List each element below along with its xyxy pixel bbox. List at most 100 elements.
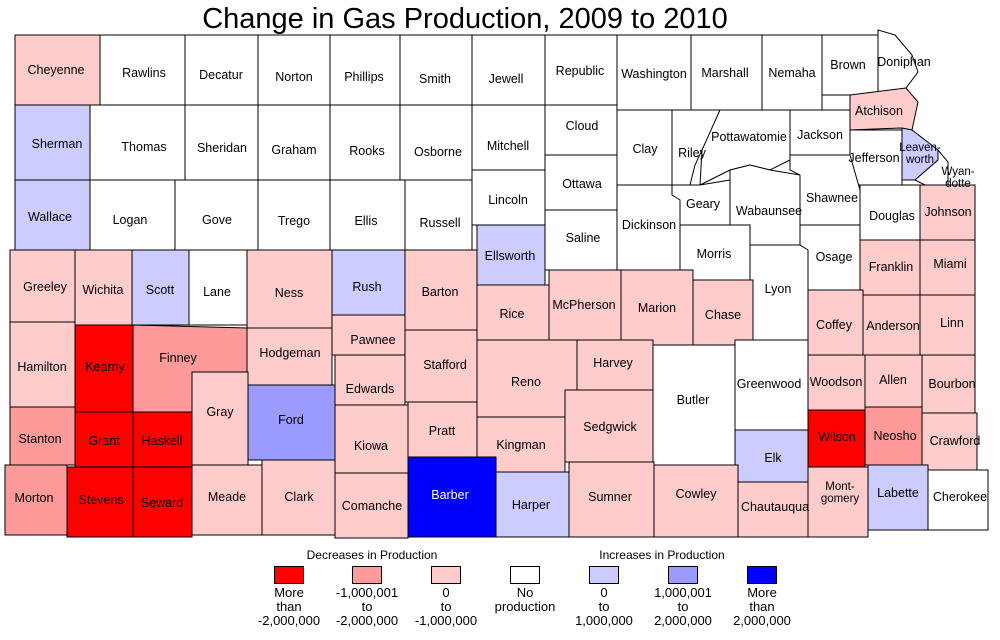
county-label-wyan-dotte: Wyan-dotte [941, 166, 974, 190]
county-label-russell: Russell [420, 216, 461, 230]
county-label-jefferson: Jefferson [848, 151, 899, 165]
county-label-sherman: Sherman [32, 137, 83, 151]
county-label-cowley: Cowley [676, 487, 718, 501]
county-label-wabaunsee: Wabaunsee [736, 204, 802, 218]
page-title: Change in Gas Production, 2009 to 2010 [202, 3, 728, 35]
county-label-morris: Morris [697, 247, 732, 261]
county-label-cheyenne: Cheyenne [28, 63, 85, 77]
county-label-edwards: Edwards [346, 382, 395, 396]
legend-item-none: No production [484, 566, 566, 614]
county-label-osborne: Osborne [414, 145, 462, 159]
legend-label: -1,000,001 to -2,000,000 [335, 585, 399, 628]
county-label-mitchell: Mitchell [487, 139, 529, 153]
county-label-graham: Graham [271, 143, 316, 157]
legend-item-dec-1m-2m: -1,000,001 to -2,000,000 [326, 566, 408, 628]
county-label-rooks: Rooks [349, 144, 384, 158]
county-label-rush: Rush [352, 280, 381, 294]
county-cowley [653, 464, 739, 538]
county-label-gove: Gove [202, 213, 232, 227]
county-label-lane: Lane [203, 285, 231, 299]
legend-swatch [510, 566, 540, 584]
county-label-jewell: Jewell [489, 72, 524, 86]
county-label-crawford: Crawford [930, 434, 981, 448]
legend-label: 1,000,001 to 2,000,000 [654, 585, 712, 628]
legend-label: 0 to -1,000,000 [414, 585, 478, 628]
county-label-stevens: Stevens [78, 493, 123, 507]
county-label-norton: Norton [275, 70, 313, 84]
legend-decreases-heading: Decreases in Production [306, 548, 438, 562]
county-label-woodson: Woodson [810, 375, 863, 389]
county-label-wichita: Wichita [83, 283, 124, 297]
county-cherokee [927, 469, 989, 531]
county-label-clark: Clark [284, 490, 314, 504]
county-label-anderson: Anderson [866, 319, 920, 333]
legend-swatch [668, 566, 698, 584]
county-label-bourbon: Bourbon [928, 377, 975, 391]
legend-swatch [352, 566, 382, 584]
county-label-cloud: Cloud [566, 119, 599, 133]
county-osborne [399, 104, 473, 181]
county-label-shawnee: Shawnee [806, 191, 858, 205]
county-label-leaven-worth: Leaven-worth [899, 142, 941, 166]
county-label-washington: Washington [621, 67, 687, 81]
county-label-pawnee: Pawnee [350, 333, 395, 347]
county-label-ottawa: Ottawa [562, 177, 602, 191]
county-label-harvey: Harvey [593, 356, 633, 370]
county-label-pratt: Pratt [429, 424, 456, 438]
county-label-harper: Harper [512, 498, 550, 512]
county-label-comanche: Comanche [342, 499, 402, 513]
county-label-kiowa: Kiowa [354, 439, 388, 453]
county-label-grant: Grant [88, 434, 120, 448]
county-mont-gomery [807, 466, 869, 538]
county-label-haskell: Haskell [142, 434, 183, 448]
county-label-hamilton: Hamilton [17, 360, 66, 374]
county-label-labette: Labette [877, 486, 919, 500]
legend-label: More than -2,000,000 [257, 585, 321, 628]
county-label-brown: Brown [830, 58, 865, 72]
county-label-ness: Ness [275, 286, 303, 300]
county-label-decatur: Decatur [199, 68, 243, 82]
county-label-wallace: Wallace [28, 210, 72, 224]
county-label-stanton: Stanton [18, 432, 61, 446]
legend-item-inc-more-2m: More than 2,000,000 [721, 566, 803, 628]
county-label-sedgwick: Sedgwick [583, 420, 637, 434]
legend-item-inc-1m-2m: 1,000,001 to 2,000,000 [642, 566, 724, 628]
county-label-butler: Butler [677, 393, 710, 407]
county-label-ellsworth: Ellsworth [485, 249, 536, 263]
county-label-stafford: Stafford [423, 358, 467, 372]
county-label-ford: Ford [278, 413, 304, 427]
county-label-geary: Geary [686, 197, 721, 211]
county-label-doniphan: Doniphan [877, 55, 931, 69]
county-label-barton: Barton [422, 285, 459, 299]
county-label-atchison: Atchison [855, 104, 903, 118]
county-label-meade: Meade [208, 490, 246, 504]
county-label-elk: Elk [764, 451, 782, 465]
county-label-reno: Reno [511, 375, 541, 389]
legend-item-dec-0-1m: 0 to -1,000,000 [405, 566, 487, 628]
county-label-sumner: Sumner [588, 490, 632, 504]
county-label-marshall: Marshall [701, 66, 748, 80]
county-label-dickinson: Dickinson [622, 218, 676, 232]
county-label-miami: Miami [933, 257, 966, 271]
county-jewell [471, 34, 546, 106]
county-label-phillips: Phillips [344, 70, 384, 84]
county-label-rawlins: Rawlins [122, 66, 166, 80]
county-label-logan: Logan [113, 213, 148, 227]
county-label-thomas: Thomas [121, 140, 166, 154]
county-label-gray: Gray [206, 405, 234, 419]
county-label-mont-gomery: Mont-gomery [821, 481, 860, 505]
county-label-seward: Seward [141, 496, 183, 510]
county-label-lincoln: Lincoln [488, 193, 528, 207]
legend-swatch [274, 566, 304, 584]
county-label-greeley: Greeley [23, 280, 68, 294]
county-seward [132, 466, 193, 538]
legend-label: 0 to 1,000,000 [575, 585, 633, 628]
county-label-douglas: Douglas [869, 209, 915, 223]
county-comanche [334, 472, 409, 539]
county-label-pottawatomie: Pottawatomie [711, 130, 787, 144]
county-label-nemaha: Nemaha [768, 66, 815, 80]
county-smith [399, 34, 473, 106]
county-label-lyon: Lyon [765, 282, 792, 296]
legend-increases-heading: Increases in Production [599, 548, 725, 562]
